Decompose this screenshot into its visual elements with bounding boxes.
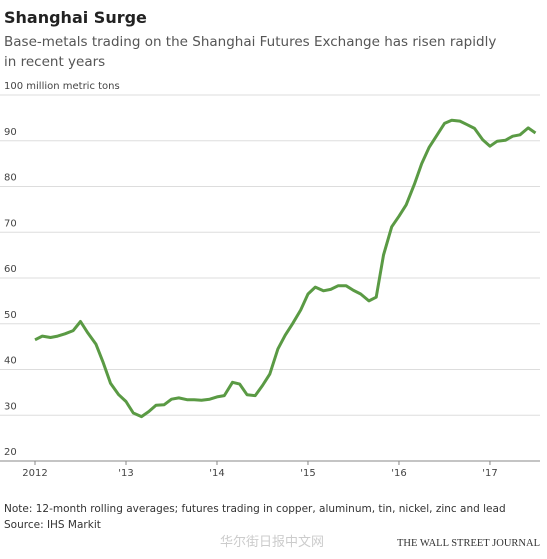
- y-tick-label: 80: [4, 173, 17, 184]
- y-tick-label: 60: [4, 264, 17, 275]
- y-tick-label: 30: [4, 401, 17, 412]
- x-tick-label: '16: [391, 468, 406, 479]
- chart-subtitle: Base-metals trading on the Shanghai Futu…: [4, 34, 496, 70]
- watermark: 华尔街日报中文网: [220, 535, 324, 550]
- source: Source: IHS Markit: [4, 519, 101, 531]
- x-tick-label: '14: [209, 468, 224, 479]
- x-tick-label: '13: [118, 468, 133, 479]
- x-tick-label: '15: [300, 468, 315, 479]
- y-tick-label: 100 million metric tons: [4, 81, 120, 92]
- y-tick-label: 20: [4, 447, 17, 458]
- chart-title: Shanghai Surge: [4, 8, 147, 27]
- data-line: [34, 118, 537, 419]
- y-tick-label: 70: [4, 218, 17, 229]
- credit: THE WALL STREET JOURNAL: [397, 538, 540, 549]
- y-tick-label: 40: [4, 356, 17, 367]
- note: Note: 12-month rolling averages; futures…: [4, 503, 506, 515]
- x-tick-label: '17: [482, 468, 497, 479]
- y-tick-label: 90: [4, 127, 17, 138]
- y-tick-label: 50: [4, 310, 17, 321]
- x-tick-label: 2012: [22, 468, 47, 479]
